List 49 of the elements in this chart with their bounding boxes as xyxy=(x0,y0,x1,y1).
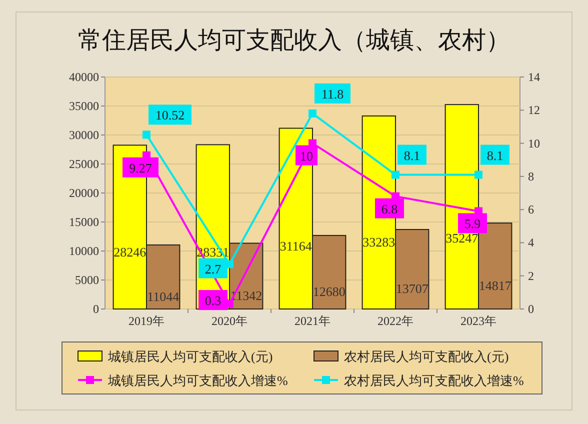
x-tick-label: 2020年 xyxy=(212,314,248,328)
y-tick-label: 40000 xyxy=(69,70,99,84)
data-label: 9.27 xyxy=(129,160,152,176)
y-tick-label: 20000 xyxy=(69,186,99,200)
y2-tick-label: 2 xyxy=(528,268,534,283)
point xyxy=(392,170,400,179)
point xyxy=(308,109,316,118)
y2-tick-label: 0 xyxy=(528,302,534,316)
data-label: 0.3 xyxy=(204,293,222,308)
point xyxy=(142,130,150,139)
data-label: 8.1 xyxy=(404,148,420,163)
legend-label: 农村居民人均可支配收入(元) xyxy=(344,349,509,364)
data-label: 13707 xyxy=(396,281,429,296)
point xyxy=(474,170,482,179)
data-label: 6.8 xyxy=(381,201,398,216)
data-label: 5.9 xyxy=(464,216,481,232)
data-label: 11044 xyxy=(147,288,180,304)
legend-label: 农村居民人均可支配收入增速% xyxy=(344,373,524,388)
legend-label: 城镇居民人均可支配收入(元) xyxy=(107,349,273,364)
y2-tick-label: 12 xyxy=(528,103,540,118)
data-label: 14817 xyxy=(478,278,512,294)
legend-label: 城镇居民人均可支配收入增速% xyxy=(107,373,288,388)
chart-title: 常住居民人均可支配收入（城镇、农村） xyxy=(78,27,510,54)
x-tick-label: 2021年 xyxy=(294,314,330,328)
data-label: 11.8 xyxy=(321,86,344,102)
data-label: 35247 xyxy=(446,230,479,246)
data-label: 12680 xyxy=(312,284,346,300)
data-label: 10 xyxy=(300,148,313,164)
y2-tick-label: 4 xyxy=(528,236,534,250)
y-tick-label: 25000 xyxy=(69,157,99,171)
y2-tick-label: 10 xyxy=(528,136,540,150)
y-tick-label: 5000 xyxy=(75,273,99,287)
y-tick-label: 0 xyxy=(93,302,99,316)
x-tick-label: 2022年 xyxy=(378,314,414,328)
y-tick-label: 35000 xyxy=(69,99,99,113)
y2-tick-label: 8 xyxy=(528,169,534,184)
data-label: 33283 xyxy=(362,234,396,250)
y2-tick-label: 14 xyxy=(528,70,540,84)
y-tick-label: 30000 xyxy=(69,128,99,142)
x-tick-label: 2019年 xyxy=(128,314,164,328)
y2-tick-label: 6 xyxy=(528,202,534,217)
x-tick-label: 2023年 xyxy=(460,314,496,328)
data-label: 28246 xyxy=(114,244,147,260)
data-label: 2.7 xyxy=(204,261,222,276)
data-label: 31164 xyxy=(280,238,312,254)
data-label: 8.1 xyxy=(486,148,504,163)
y-tick-label: 10000 xyxy=(69,244,99,258)
data-label: 10.52 xyxy=(155,108,185,123)
y-tick-label: 15000 xyxy=(69,215,99,229)
